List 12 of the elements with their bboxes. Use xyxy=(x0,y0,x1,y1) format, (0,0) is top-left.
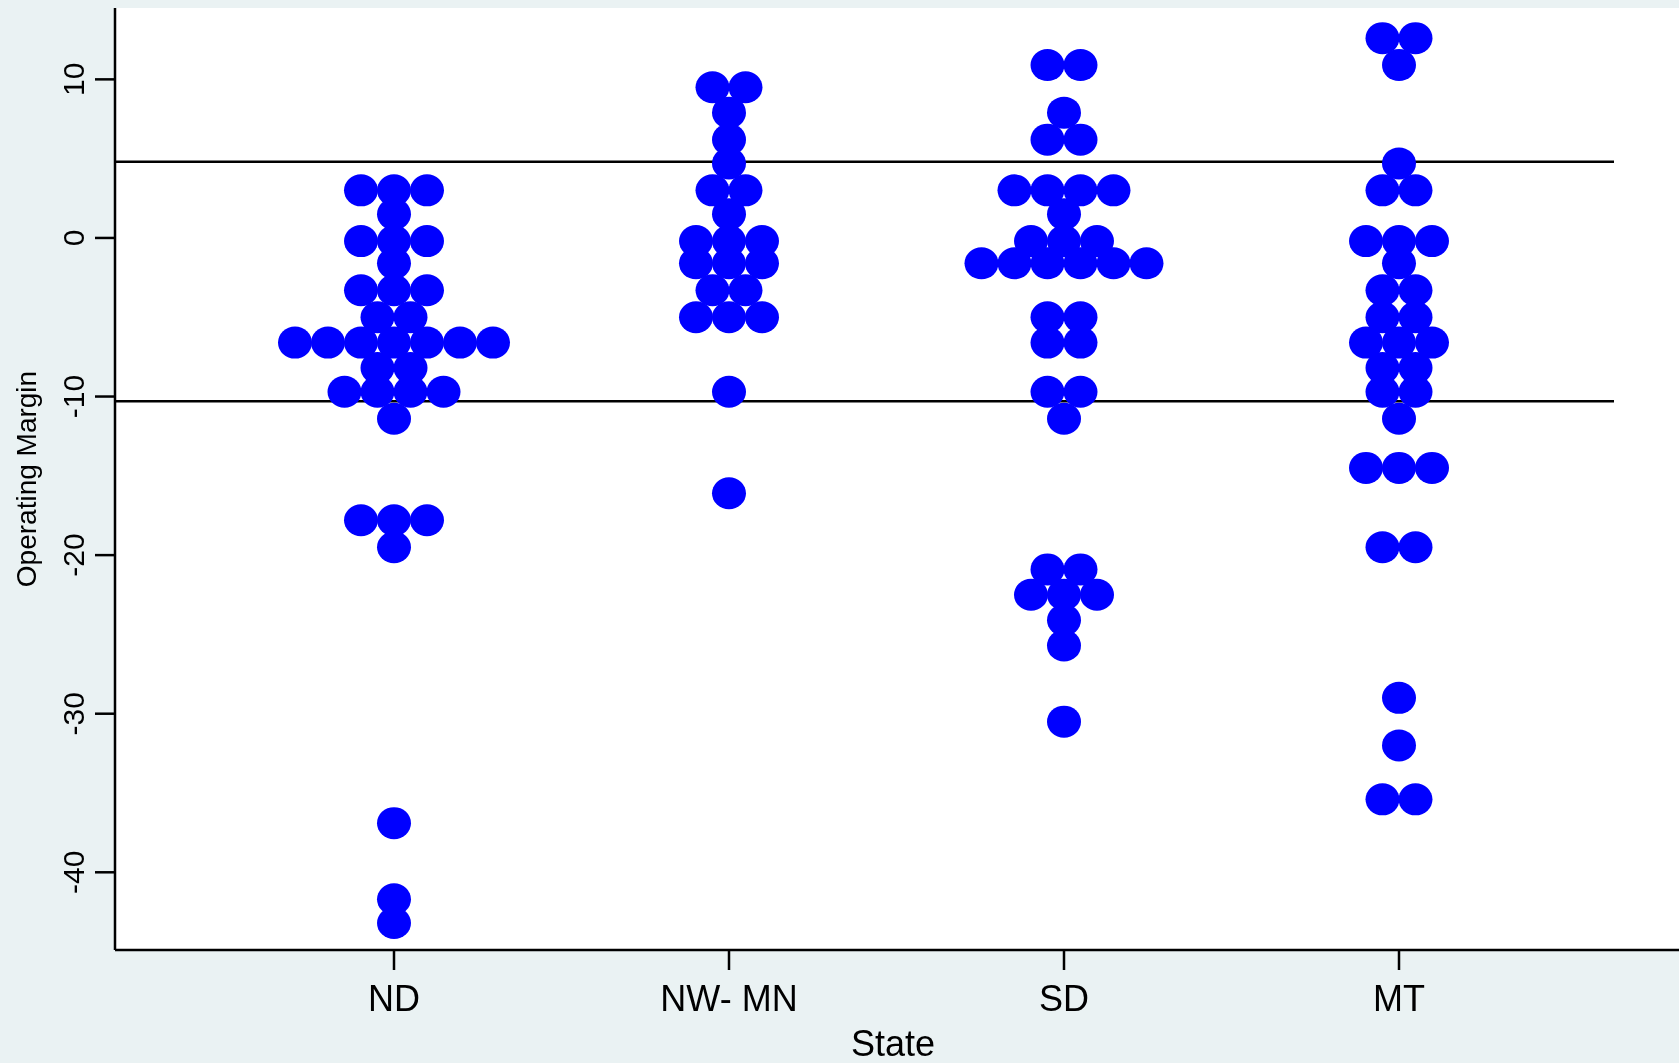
x-tick-label: ND xyxy=(368,978,420,1019)
y-tick-label: -20 xyxy=(56,533,90,577)
y-tick-label: 10 xyxy=(56,62,90,97)
x-tick-label: NW- MN xyxy=(660,978,798,1019)
x-tick-label: MT xyxy=(1373,978,1425,1019)
x-axis-title: State xyxy=(850,1023,936,1063)
y-tick-label: 0 xyxy=(56,229,90,247)
y-axis-title: Operating Margin xyxy=(11,370,42,588)
y-tick-label: -30 xyxy=(56,692,90,736)
y-tick-label: -40 xyxy=(56,850,90,894)
x-tick-label: SD xyxy=(1038,978,1090,1019)
y-tick-label: -10 xyxy=(56,374,90,419)
